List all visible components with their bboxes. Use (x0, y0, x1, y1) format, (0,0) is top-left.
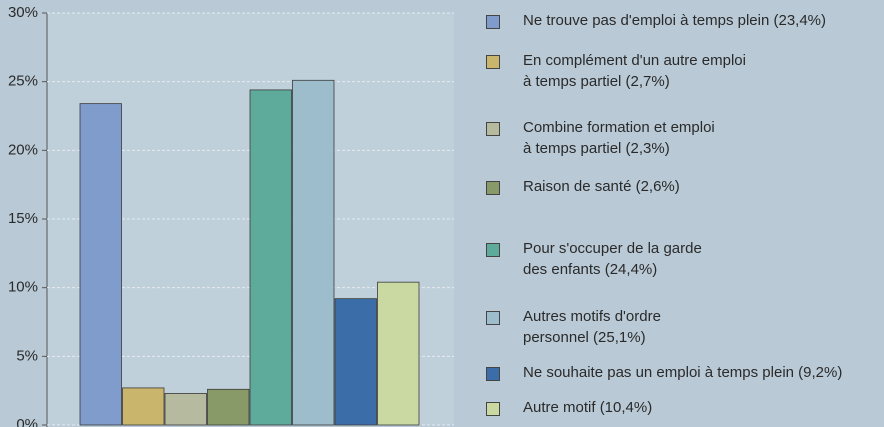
legend-item: Ne souhaite pas un emploi à temps plein … (486, 364, 842, 383)
bar (292, 79, 335, 426)
legend-item: Pour s'occuper de la garde des enfants (… (486, 240, 702, 280)
legend-swatch (486, 243, 500, 257)
legend-label: Combine formation et emploi à temps part… (523, 119, 715, 157)
legend-item: Ne trouve pas d'emploi à temps plein (23… (486, 12, 826, 31)
y-tick-label: 25% (8, 73, 38, 90)
bar (122, 387, 165, 426)
y-tick-label: 20% (8, 141, 38, 158)
legend-label: Autres motifs d'ordre personnel (25,1%) (523, 308, 661, 346)
legend-item: En complément d'un autre emploi à temps … (486, 52, 746, 92)
legend-swatch (486, 367, 500, 381)
legend-item: Raison de santé (2,6%) (486, 178, 680, 197)
bar (79, 103, 122, 426)
legend-label: Autre motif (10,4%) (523, 399, 653, 416)
legend-item: Autre motif (10,4%) (486, 399, 652, 418)
y-tick-label: 10% (8, 279, 38, 296)
bar (207, 388, 250, 426)
legend-swatch (486, 55, 500, 69)
bar (164, 393, 207, 426)
y-tick-label: 0% (16, 416, 38, 427)
legend-swatch (486, 181, 500, 195)
bar (249, 89, 292, 426)
bar (334, 298, 377, 426)
legend-label: Raison de santé (2,6%) (523, 178, 680, 195)
legend-swatch (486, 402, 500, 416)
legend-item: Autres motifs d'ordre personnel (25,1%) (486, 308, 661, 348)
legend-swatch (486, 122, 500, 136)
legend-label: En complément d'un autre emploi à temps … (523, 52, 746, 90)
legend-swatch (486, 311, 500, 325)
legend-item: Combine formation et emploi à temps part… (486, 119, 715, 159)
legend-label: Pour s'occuper de la garde des enfants (… (523, 240, 702, 278)
y-tick-label: 5% (16, 347, 38, 364)
bar (377, 281, 420, 426)
y-tick-label: 15% (8, 210, 38, 227)
y-tick-label: 30% (8, 4, 38, 21)
legend-label: Ne souhaite pas un emploi à temps plein … (523, 364, 843, 381)
legend-swatch (486, 15, 500, 29)
legend-label: Ne trouve pas d'emploi à temps plein (23… (523, 12, 827, 29)
